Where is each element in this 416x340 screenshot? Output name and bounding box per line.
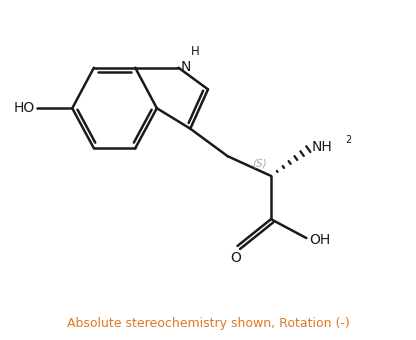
- Text: 2: 2: [346, 136, 352, 146]
- Text: Absolute stereochemistry shown, Rotation (-): Absolute stereochemistry shown, Rotation…: [67, 317, 349, 330]
- Text: (S): (S): [253, 158, 267, 168]
- Text: H: H: [191, 45, 199, 58]
- Text: OH: OH: [310, 233, 331, 247]
- Text: O: O: [230, 251, 241, 265]
- Text: N: N: [181, 60, 191, 74]
- Text: HO: HO: [14, 101, 35, 115]
- Text: NH: NH: [312, 140, 332, 154]
